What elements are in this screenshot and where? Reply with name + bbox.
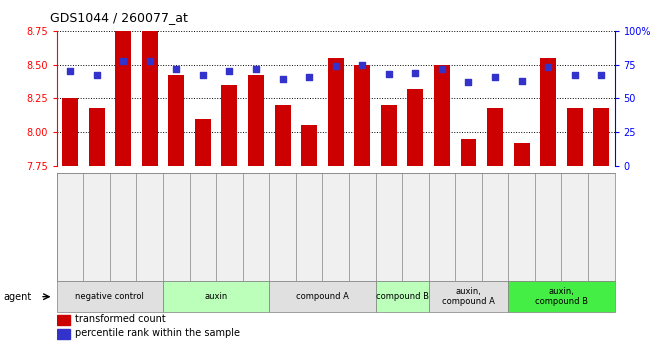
Bar — [402, 172, 429, 281]
Text: transformed count: transformed count — [75, 315, 166, 324]
Point — [224, 69, 234, 74]
Point — [410, 70, 421, 76]
Bar — [110, 172, 136, 281]
Text: auxin,
compound B: auxin, compound B — [535, 287, 588, 306]
Bar — [354, 65, 370, 166]
Bar — [168, 76, 184, 166]
Bar — [89, 108, 105, 166]
Bar — [514, 143, 530, 166]
Bar — [349, 172, 375, 281]
Text: compound A: compound A — [296, 292, 349, 301]
Bar — [216, 172, 242, 281]
Bar — [375, 172, 402, 281]
Bar — [487, 108, 503, 166]
Point — [357, 62, 367, 68]
Text: GSM25864: GSM25864 — [225, 178, 234, 224]
Bar — [455, 172, 482, 281]
Point — [277, 77, 288, 82]
Point — [490, 74, 500, 80]
Text: GSM25870: GSM25870 — [384, 178, 393, 224]
Point — [437, 66, 448, 71]
Point — [250, 66, 261, 71]
Bar — [434, 65, 450, 166]
Point — [596, 73, 607, 78]
Bar — [269, 172, 296, 281]
Bar — [323, 172, 349, 281]
Text: GSM25876: GSM25876 — [544, 178, 552, 224]
Text: GSM25865: GSM25865 — [251, 178, 261, 224]
Text: GSM25872: GSM25872 — [438, 178, 446, 224]
Bar — [381, 105, 397, 166]
Point — [65, 69, 75, 74]
Point — [463, 79, 474, 85]
Point — [144, 58, 155, 63]
Bar — [301, 125, 317, 166]
Text: GSM25858: GSM25858 — [65, 178, 75, 224]
Point — [383, 71, 394, 77]
Point — [198, 73, 208, 78]
Text: GSM25873: GSM25873 — [464, 178, 473, 224]
Text: auxin: auxin — [204, 292, 228, 301]
Bar — [460, 139, 476, 166]
Bar — [429, 172, 455, 281]
Bar — [163, 172, 190, 281]
Text: GSM25867: GSM25867 — [305, 178, 313, 224]
Bar — [242, 172, 269, 281]
Bar — [540, 58, 556, 166]
Text: GSM25877: GSM25877 — [570, 178, 579, 224]
Bar — [296, 172, 323, 281]
Point — [171, 66, 182, 71]
Text: GSM25874: GSM25874 — [490, 178, 500, 224]
Text: auxin,
compound A: auxin, compound A — [442, 287, 495, 306]
Bar — [142, 31, 158, 166]
Bar — [190, 172, 216, 281]
Bar — [195, 119, 211, 166]
Bar — [57, 315, 70, 325]
Bar — [222, 85, 237, 166]
Text: GSM25860: GSM25860 — [119, 178, 128, 224]
Bar — [593, 108, 609, 166]
Point — [543, 65, 554, 70]
Text: GSM25861: GSM25861 — [145, 178, 154, 224]
Bar — [62, 98, 78, 166]
Bar — [136, 172, 163, 281]
Point — [516, 78, 527, 83]
Text: GDS1044 / 260077_at: GDS1044 / 260077_at — [50, 11, 188, 24]
Bar — [328, 58, 343, 166]
Text: GSM25863: GSM25863 — [198, 178, 207, 224]
Text: negative control: negative control — [75, 292, 144, 301]
Point — [92, 73, 102, 78]
Text: GSM25862: GSM25862 — [172, 178, 181, 224]
Bar — [482, 172, 508, 281]
Bar — [407, 89, 424, 166]
Bar — [248, 76, 264, 166]
Text: GSM25866: GSM25866 — [278, 178, 287, 224]
Bar — [588, 172, 615, 281]
Text: compound B: compound B — [375, 292, 429, 301]
Point — [304, 74, 315, 80]
Bar — [275, 105, 291, 166]
Text: GSM25859: GSM25859 — [92, 178, 101, 223]
Text: GSM25869: GSM25869 — [358, 178, 367, 224]
Bar — [566, 108, 582, 166]
Text: GSM25868: GSM25868 — [331, 178, 340, 224]
Bar — [57, 172, 84, 281]
Text: agent: agent — [3, 292, 31, 302]
Bar — [508, 172, 535, 281]
Bar — [84, 172, 110, 281]
Text: GSM25871: GSM25871 — [411, 178, 420, 224]
Point — [569, 73, 580, 78]
Text: percentile rank within the sample: percentile rank within the sample — [75, 328, 240, 338]
Bar — [535, 172, 561, 281]
Point — [331, 63, 341, 69]
Point — [118, 58, 128, 63]
Bar — [561, 172, 588, 281]
Text: GSM25875: GSM25875 — [517, 178, 526, 224]
Text: GSM25878: GSM25878 — [597, 178, 606, 224]
Bar — [115, 31, 131, 166]
Bar — [57, 329, 70, 339]
